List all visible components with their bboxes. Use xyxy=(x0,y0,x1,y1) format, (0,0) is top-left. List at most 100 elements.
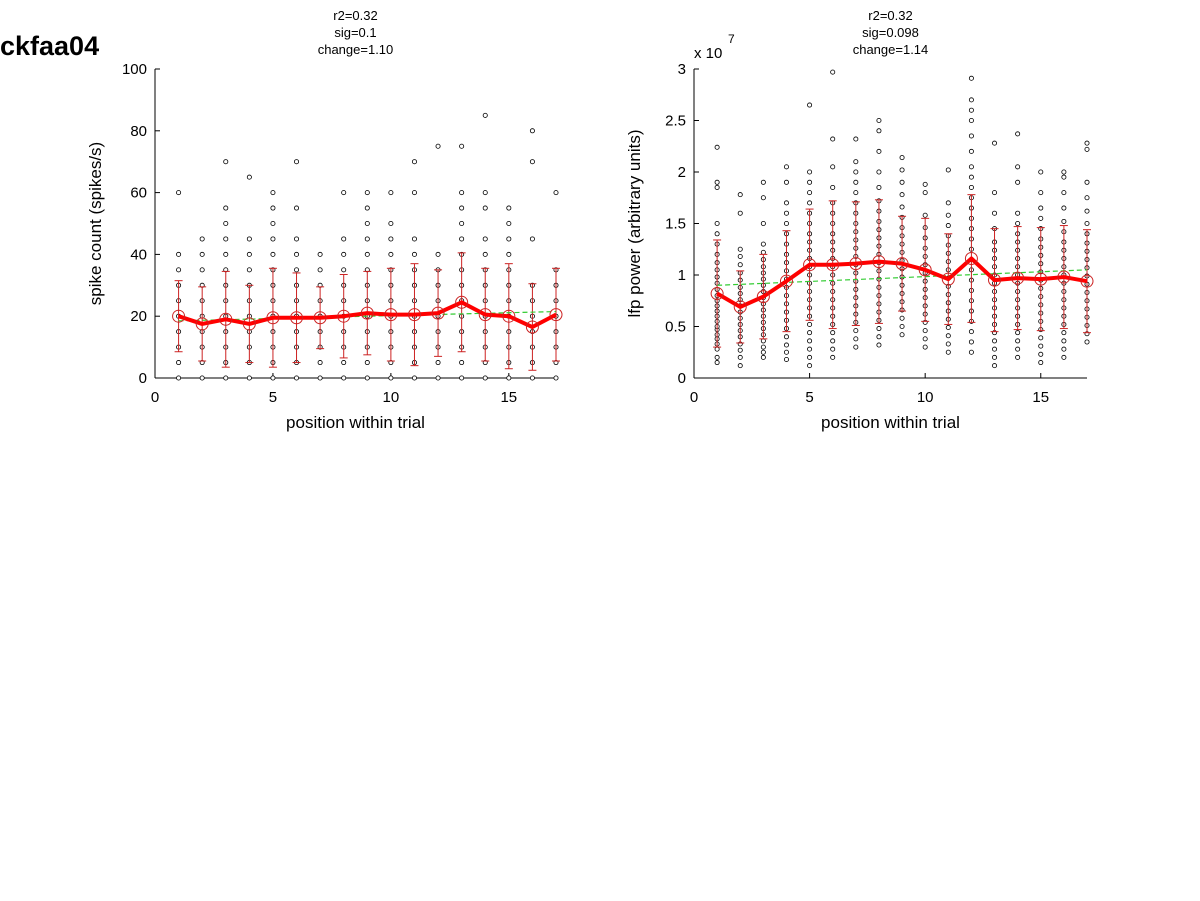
mean-marker xyxy=(290,311,304,325)
data-point xyxy=(435,143,441,149)
data-point xyxy=(364,236,370,242)
data-point xyxy=(922,336,928,342)
data-point xyxy=(270,190,276,196)
data-point xyxy=(223,236,229,242)
data-point xyxy=(246,375,252,381)
data-point xyxy=(529,375,535,381)
data-point xyxy=(1038,190,1044,196)
mean-marker xyxy=(384,308,398,322)
data-point xyxy=(876,334,882,340)
data-point xyxy=(270,251,276,257)
data-point xyxy=(968,148,974,154)
data-point xyxy=(411,375,417,381)
fit-line xyxy=(178,310,557,322)
mean-line xyxy=(177,300,557,330)
data-point xyxy=(922,190,928,196)
data-point xyxy=(968,174,974,180)
mean-marker xyxy=(1011,271,1025,285)
data-point xyxy=(945,200,951,206)
mean-marker xyxy=(195,317,209,331)
stat-label: change=1.14 xyxy=(853,42,929,57)
data-point xyxy=(830,136,836,142)
mean-marker xyxy=(710,287,724,301)
data-point xyxy=(853,136,859,142)
data-point xyxy=(922,328,928,334)
data-point xyxy=(1061,330,1067,336)
data-point xyxy=(176,251,182,257)
data-point xyxy=(783,164,789,170)
data-point xyxy=(760,241,766,247)
data-point xyxy=(945,223,951,229)
data-point xyxy=(807,321,813,327)
mean-marker xyxy=(872,255,886,269)
mean-marker xyxy=(360,306,374,320)
data-point xyxy=(899,179,905,185)
data-point xyxy=(968,329,974,335)
data-point xyxy=(176,360,182,366)
fit-line xyxy=(717,269,1088,286)
data-point xyxy=(364,360,370,366)
stat-label: r2=0.32 xyxy=(868,8,912,23)
data-point xyxy=(270,220,276,226)
mean-marker xyxy=(779,274,793,288)
data-point xyxy=(1084,208,1090,214)
data-point xyxy=(922,344,928,350)
data-point xyxy=(992,140,998,146)
data-point xyxy=(1038,351,1044,357)
data-point xyxy=(411,251,417,257)
stat-label: change=1.10 xyxy=(318,42,394,57)
data-point xyxy=(506,205,512,211)
data-point xyxy=(411,159,417,165)
data-point xyxy=(176,267,182,273)
data-point xyxy=(783,342,789,348)
mean-marker xyxy=(1080,274,1094,288)
data-point xyxy=(1061,338,1067,344)
y-axis-label: spike count (spikes/s) xyxy=(86,142,105,305)
data-point xyxy=(899,315,905,321)
data-point xyxy=(1061,218,1067,224)
data-point xyxy=(270,375,276,381)
data-point xyxy=(459,190,465,196)
data-point xyxy=(529,128,535,134)
data-point xyxy=(807,102,813,108)
x-axis-label: position within trial xyxy=(821,413,960,432)
mean-marker xyxy=(455,295,469,309)
y-axis-label: lfp power (arbitrary units) xyxy=(625,129,644,317)
mean-marker xyxy=(1034,272,1048,286)
data-point xyxy=(830,164,836,170)
data-point xyxy=(223,205,229,211)
data-point xyxy=(807,169,813,175)
y-tick-label: 40 xyxy=(130,246,147,263)
data-point xyxy=(341,251,347,257)
data-point xyxy=(1038,343,1044,349)
mean-marker xyxy=(826,258,840,272)
data-point xyxy=(270,236,276,242)
data-point xyxy=(737,363,743,369)
data-point xyxy=(199,375,205,381)
data-point xyxy=(853,336,859,342)
data-point xyxy=(807,200,813,206)
data-point xyxy=(899,155,905,161)
data-point xyxy=(1038,169,1044,175)
data-point xyxy=(246,236,252,242)
data-point xyxy=(364,205,370,211)
x-tick-label: 0 xyxy=(690,389,698,406)
data-point xyxy=(830,354,836,360)
data-point xyxy=(830,346,836,352)
data-point xyxy=(714,360,720,366)
mean-marker xyxy=(242,317,256,331)
data-point xyxy=(246,174,252,180)
data-point xyxy=(945,333,951,339)
mean-marker xyxy=(988,273,1002,287)
data-point xyxy=(1084,140,1090,146)
mean-marker xyxy=(756,290,770,304)
data-point xyxy=(553,190,559,196)
data-point xyxy=(1084,195,1090,201)
x-axis-label: position within trial xyxy=(286,413,425,432)
data-point xyxy=(830,69,836,75)
mean-marker xyxy=(478,308,492,322)
data-point xyxy=(876,169,882,175)
data-point xyxy=(760,349,766,355)
data-point xyxy=(1015,210,1021,216)
